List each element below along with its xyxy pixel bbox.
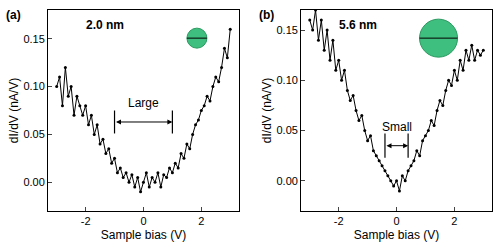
svg-text:2: 2 <box>198 215 204 227</box>
svg-text:-2: -2 <box>334 215 344 227</box>
svg-text:0.00: 0.00 <box>276 175 297 187</box>
svg-text:0.15: 0.15 <box>23 33 44 45</box>
svg-text:0.10: 0.10 <box>23 80 44 92</box>
svg-text:-2: -2 <box>81 215 91 227</box>
svg-text:0: 0 <box>140 215 146 227</box>
svg-text:5.6 nm: 5.6 nm <box>339 18 377 32</box>
svg-text:Small: Small <box>382 120 412 134</box>
svg-text:dI/dV (nA/V): dI/dV (nA/V) <box>260 78 274 143</box>
svg-text:Large: Large <box>128 96 159 110</box>
svg-text:0: 0 <box>393 215 399 227</box>
svg-text:Sample bias (V): Sample bias (V) <box>101 228 186 242</box>
svg-text:Sample bias (V): Sample bias (V) <box>354 228 439 242</box>
svg-text:0.05: 0.05 <box>276 124 297 136</box>
svg-text:2.0 nm: 2.0 nm <box>86 18 124 32</box>
svg-text:0.00: 0.00 <box>23 176 44 188</box>
svg-text:dI/dV (nA/V): dI/dV (nA/V) <box>7 78 21 143</box>
svg-text:0.10: 0.10 <box>276 74 297 86</box>
svg-text:(b): (b) <box>259 8 274 22</box>
svg-text:2: 2 <box>451 215 457 227</box>
svg-text:(a): (a) <box>6 8 21 22</box>
svg-text:0.15: 0.15 <box>276 24 297 36</box>
svg-text:0.05: 0.05 <box>23 128 44 140</box>
